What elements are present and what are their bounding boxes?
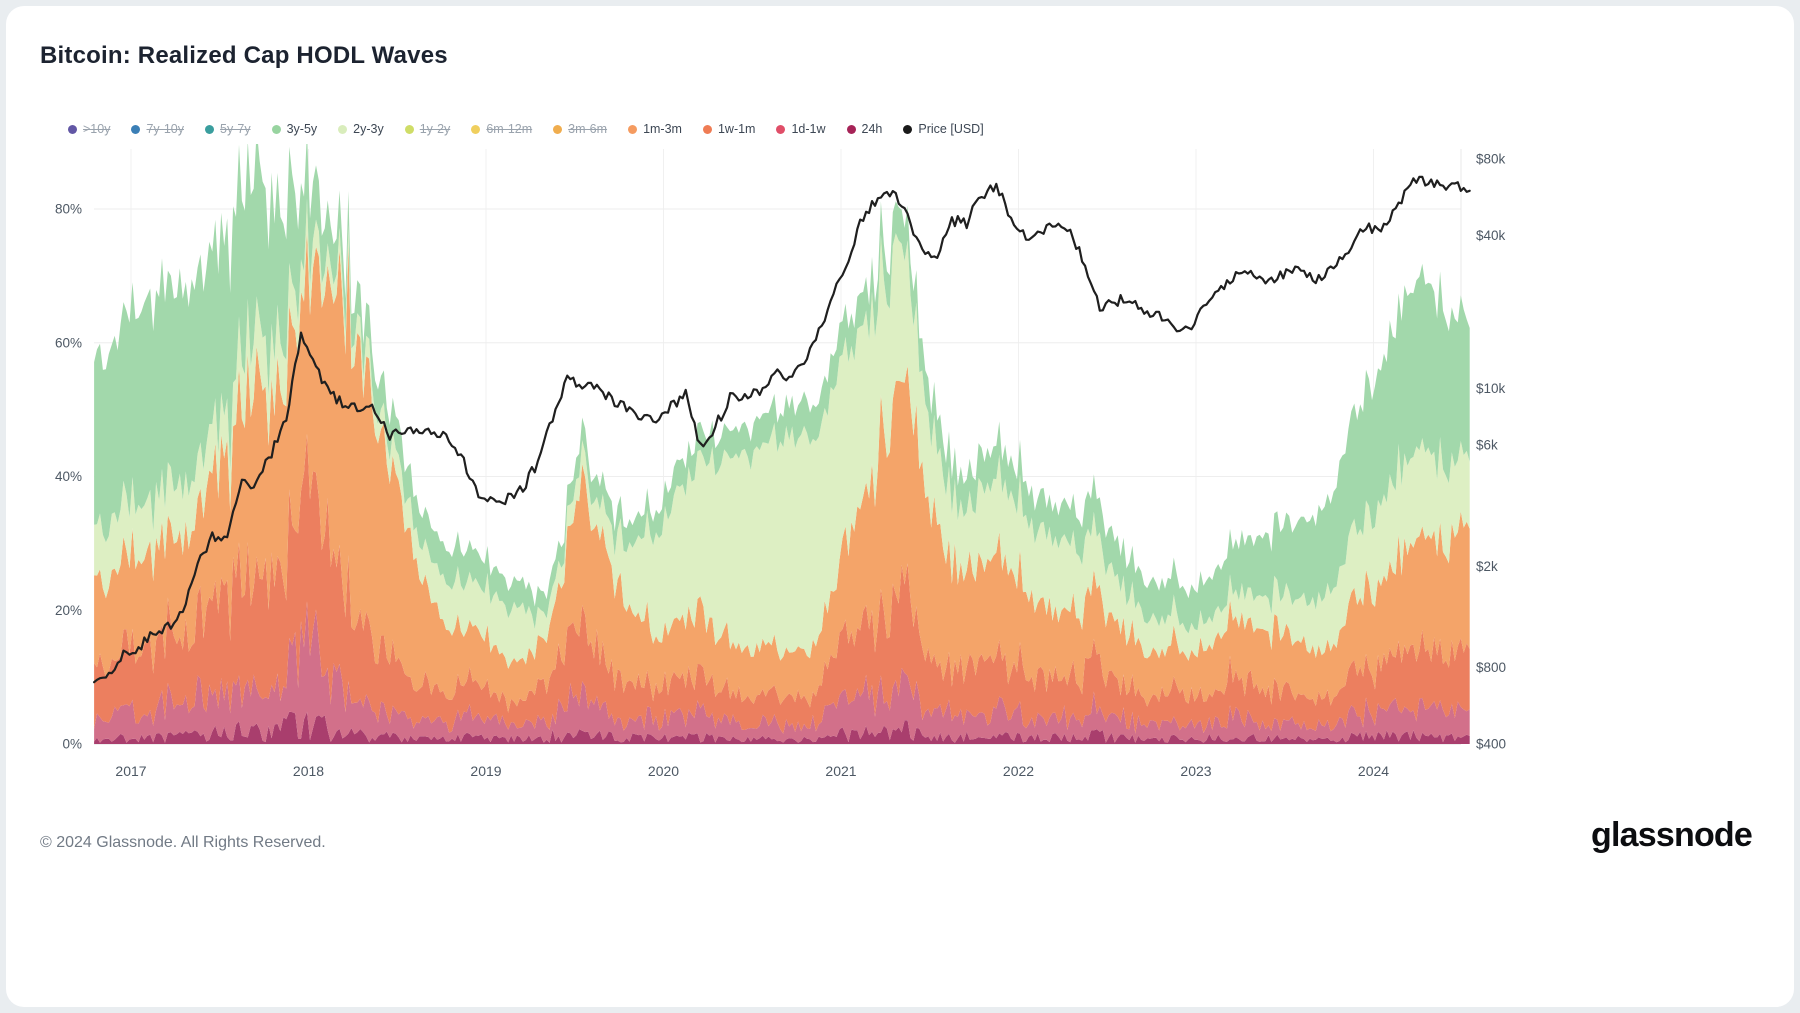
glassnode-logo[interactable]: glassnode [1591,816,1753,854]
legend-item-24h[interactable]: 24h [846,122,883,136]
legend-dot [68,124,77,134]
legend-label: 1y-2y [419,122,451,136]
legend-label: Price [USD] [918,122,984,136]
legend-item-1d-1w[interactable]: 1d-1w [776,122,826,136]
y-right-tick: $10k [1476,381,1506,396]
legend-dot [628,124,638,134]
copyright-text: © 2024 Glassnode. All Rights Reserved. [40,834,326,851]
legend-item-1m-3m[interactable]: 1m-3m [628,122,682,136]
y-right-tick: $80k [1476,152,1506,167]
legend-label: 24h [861,122,883,136]
y-right-tick: $400 [1476,737,1506,752]
y-left-tick: 60% [55,335,82,350]
legend-dot [404,124,414,134]
hodl-waves-chart[interactable]: 0% 20% 40% 60% 80% $400 $800 $2k $6k $10k $40k $80k… [24,129,1786,806]
x-axis-tick: 2019 [470,763,501,779]
legend-label: 1w-1m [717,122,756,136]
legend-label: 6m-12m [486,122,533,136]
x-axis-tick: 2018 [293,763,324,779]
area-1d-1w [94,601,1470,743]
legend-item-3y-5y[interactable]: 3y-5y [271,122,318,136]
chart-legend: >10y 7y-10y 5y-7y 3y-5y 2y-3y 1y-2y 6m-12m 3m-6… [68,122,984,136]
legend-label: 2y-3y [353,122,384,136]
area-1m-3m [94,230,1470,713]
y-right-tick: $40k [1476,228,1506,243]
legend-dot [702,124,712,134]
legend-dot [205,124,214,134]
chart-svg: 0% 20% 40% 60% 80% $400 $800 $2k $6k $10k $40k $80k… [55,129,1506,779]
legend-item-5y-7y[interactable]: 5y-7y [205,122,251,136]
axis-tick-labels: 0% 20% 40% 60% 80% $400 $800 $2k $6k $10k $40k $80k… [55,152,1506,779]
x-axis-tick: 2023 [1180,763,1211,779]
legend-dot [846,124,856,134]
x-axis-tick: 2017 [115,763,146,779]
area-24h [94,711,1470,744]
legend-label: 5y-7y [220,122,251,136]
x-axis-tick: 2022 [1003,763,1034,779]
y-left-tick: 80% [55,202,82,217]
legend-label: 3y-5y [286,122,318,136]
legend-dot [776,124,786,134]
legend-dot [471,124,481,134]
legend-label: 3m-6m [568,122,608,136]
x-axis-tick: 2020 [648,763,679,779]
legend-label: 1d-1w [791,122,826,136]
legend-label: >10y [83,122,111,136]
legend-item-2y-3y[interactable]: 2y-3y [338,122,384,136]
page-title: Bitcoin: Realized Cap HODL Waves [40,42,448,69]
legend-dot [338,124,348,134]
legend-label: 7y-10y [146,122,184,136]
legend-item-1y-2y[interactable]: 1y-2y [404,122,451,136]
area-1w-1m [94,433,1470,734]
x-axis-tick: 2021 [825,763,856,779]
legend-dot [553,124,563,134]
y-right-tick: $2k [1476,559,1498,574]
legend-dot [131,124,141,134]
legend-item-price-usd-[interactable]: Price [USD] [903,122,984,136]
area-3y-5y [94,129,1470,634]
legend-item-1w-1m[interactable]: 1w-1m [702,122,756,136]
x-axis-tick: 2024 [1358,763,1389,779]
legend-item--10y[interactable]: >10y [68,122,110,136]
y-left-tick: 0% [62,737,82,752]
y-left-tick: 40% [55,469,82,484]
y-right-tick: $800 [1476,660,1506,675]
y-left-tick: 20% [55,603,82,618]
legend-dot [271,124,281,134]
area-2y-3y [94,198,1470,669]
legend-item-3m-6m[interactable]: 3m-6m [553,122,607,136]
legend-dot [903,124,913,134]
chart-card: Bitcoin: Realized Cap HODL Waves >10y 7y-… [6,6,1794,1007]
legend-item-7y-10y[interactable]: 7y-10y [131,122,184,136]
y-right-tick: $6k [1476,438,1498,453]
legend-label: 1m-3m [643,122,682,136]
price-line [93,175,1471,684]
legend-item-6m-12m[interactable]: 6m-12m [471,122,532,136]
